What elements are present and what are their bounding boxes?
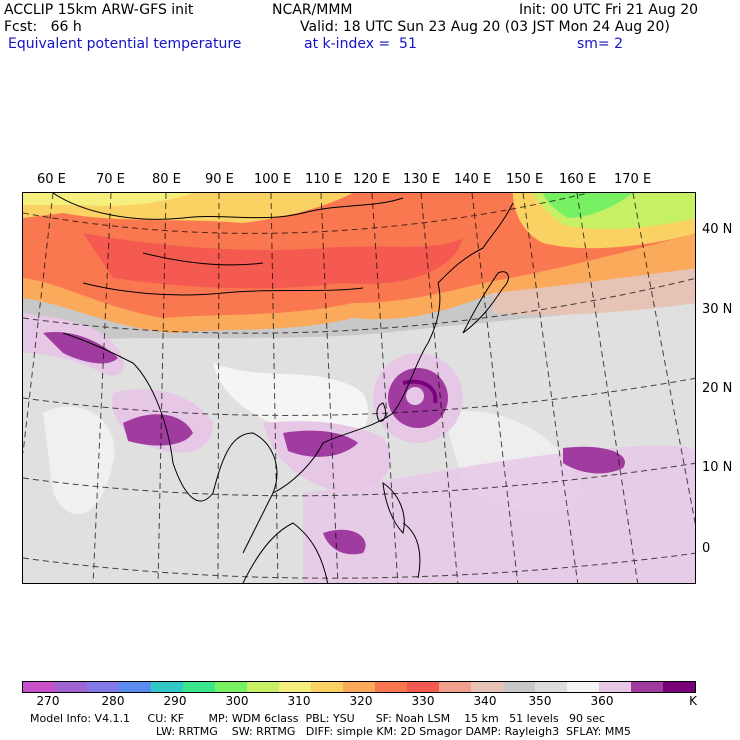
forecast-hour: Fcst: 66 h [4,19,82,35]
colorbar [22,681,696,693]
colorbar-tick: 310 [287,694,311,708]
map-panel [22,192,696,584]
colorbar-swatch [151,682,183,692]
level-label: at k-index = 51 [304,36,417,52]
colorbar-swatch [23,682,55,692]
institution-label: NCAR/MMM [272,2,353,18]
lat-label: 40 N [702,222,733,237]
colorbar-swatch [55,682,87,692]
colorbar-tick: 290 [163,694,187,708]
colorbar-tick: 320 [349,694,373,708]
colorbar-tick: 350 [528,694,552,708]
lon-label: 170 E [614,172,652,187]
lat-label: 30 N [702,302,733,317]
lon-label: 70 E [96,172,125,187]
colorbar-swatch [311,682,343,692]
colorbar-swatch [663,682,695,692]
lon-label: 100 E [254,172,292,187]
colorbar-tick: 280 [101,694,125,708]
init-time: Init: 00 UTC Fri 21 Aug 20 [519,2,699,18]
colorbar-swatch [439,682,471,692]
colorbar-swatch [503,682,535,692]
colorbar-tick: 270 [36,694,60,708]
colorbar-tick: 340 [473,694,497,708]
lon-label: 130 E [403,172,441,187]
lon-label: 90 E [205,172,234,187]
lat-label: 20 N [702,381,733,396]
theta-e-field-map [23,193,695,583]
lon-label: 120 E [353,172,391,187]
colorbar-tick: 360 [590,694,614,708]
colorbar-swatch [631,682,663,692]
colorbar-tick: 330 [411,694,435,708]
lat-label: 0 [702,541,711,556]
lon-label: 60 E [37,172,66,187]
colorbar-swatch [407,682,439,692]
colorbar-swatch [247,682,279,692]
lon-label: 150 E [506,172,544,187]
colorbar-swatch [279,682,311,692]
colorbar-swatch [215,682,247,692]
colorbar-swatch [535,682,567,692]
field-name: Equivalent potential temperature [8,36,242,52]
model-title: ACCLIP 15km ARW-GFS init [4,2,194,18]
lon-label: 110 E [305,172,343,187]
model-info-line1: Model Info: V4.1.1 CU: KF MP: WDM 6class… [30,712,606,725]
colorbar-swatch [471,682,503,692]
colorbar-swatch [183,682,215,692]
colorbar-swatch [343,682,375,692]
colorbar-tick: 300 [225,694,249,708]
colorbar-swatch [567,682,599,692]
lon-label: 140 E [454,172,492,187]
colorbar-swatch [599,682,631,692]
smoothing-label: sm= 2 [577,36,624,52]
lon-label: 80 E [152,172,181,187]
valid-time: Valid: 18 UTC Sun 23 Aug 20 (03 JST Mon … [300,19,670,35]
colorbar-swatch [119,682,151,692]
lon-label: 160 E [559,172,597,187]
lat-label: 10 N [702,460,733,475]
colorbar-swatch [375,682,407,692]
colorbar-unit: K [689,694,697,708]
colorbar-swatch [87,682,119,692]
model-info-line2: LW: RRTMG SW: RRTMG DIFF: simple KM: 2D … [156,725,631,738]
